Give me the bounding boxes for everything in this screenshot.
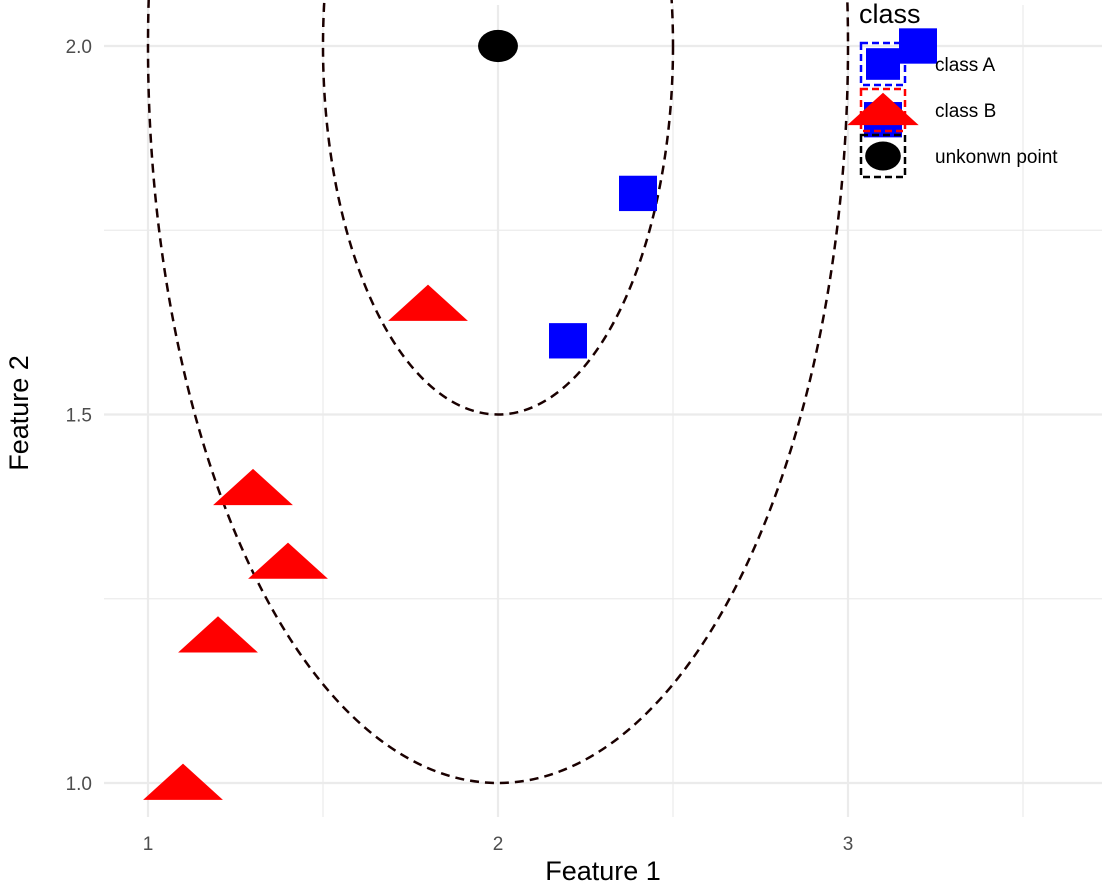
class-b-point [213, 468, 293, 506]
class-a-point [549, 323, 587, 359]
legend-key-unknown [865, 141, 901, 171]
class-b-point [178, 616, 258, 653]
class-b-point [388, 284, 468, 321]
class-b-point [143, 763, 223, 800]
class-b-point [248, 542, 328, 579]
unknown-point [478, 29, 518, 63]
legend-key-class-a [866, 48, 900, 80]
legend-key-class-a-box [859, 41, 907, 87]
y-tick-label: 1.0 [66, 774, 92, 795]
legend-label: unkonwn point [935, 147, 1058, 168]
y-tick-label: 2.0 [66, 37, 92, 58]
legend: class class A class B unkonwn point [847, 0, 1058, 179]
legend-key-unknown-box [859, 133, 907, 179]
distance-circle [321, 0, 675, 416]
distance-circle [146, 0, 850, 785]
y-tick-label: 1.5 [66, 406, 92, 427]
x-tick-label: 1 [143, 834, 154, 855]
x-tick-label: 2 [493, 834, 504, 855]
legend-title: class [859, 0, 921, 29]
class-a-point [619, 175, 657, 212]
x-axis-title: Feature 1 [545, 856, 661, 884]
legend-key-class-b-box [859, 87, 907, 133]
grid [104, 5, 1102, 817]
distance-circles [146, 0, 850, 785]
data-points [143, 28, 937, 800]
legend-label: class A [935, 55, 996, 76]
x-tick-label: 3 [843, 834, 854, 855]
legend-label: class B [935, 101, 996, 122]
legend-key-class-b [847, 92, 919, 126]
y-axis-title: Feature 2 [4, 355, 34, 471]
